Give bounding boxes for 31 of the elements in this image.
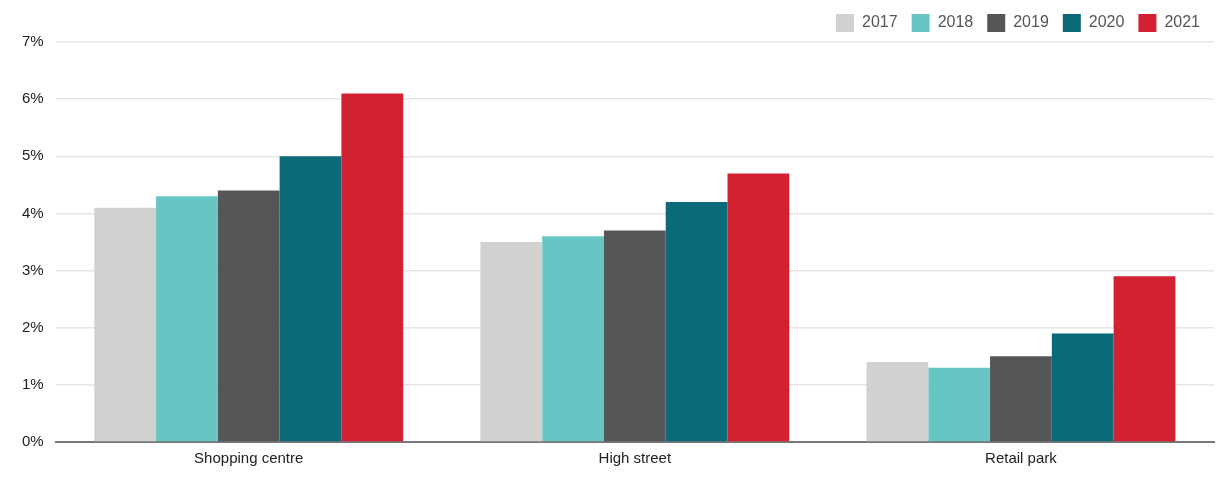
- bar: [665, 202, 728, 442]
- legend-label: 2017: [862, 13, 898, 31]
- y-tick-label: 3%: [21, 260, 44, 278]
- x-tick-label: High street: [598, 449, 672, 467]
- y-tick-label: 1%: [21, 375, 44, 392]
- bar: [156, 196, 218, 442]
- bar: [1051, 333, 1114, 442]
- bar: [1113, 276, 1176, 442]
- bar: [990, 356, 1052, 442]
- bar: [341, 93, 404, 442]
- bar: [603, 230, 666, 442]
- y-tick-label: 6%: [21, 89, 44, 107]
- bar: [866, 362, 929, 442]
- y-tick-label: 4%: [21, 203, 44, 221]
- bar: [279, 156, 342, 442]
- y-tick-label: 5%: [21, 146, 44, 164]
- legend-label: 2021: [1164, 13, 1201, 31]
- y-tick-label: 2%: [21, 317, 44, 335]
- bar: [928, 367, 991, 442]
- x-tick-label: Shopping centre: [194, 449, 304, 467]
- legend-label: 2018: [937, 13, 974, 31]
- bar: [727, 173, 790, 442]
- legend-label: 2020: [1088, 13, 1125, 31]
- bar: [542, 236, 604, 442]
- legend-label: 2019: [1013, 13, 1049, 31]
- bar: [480, 242, 543, 442]
- bar: [94, 207, 157, 442]
- y-tick-label: 7%: [21, 32, 44, 50]
- x-tick-label: Retail park: [985, 449, 1058, 467]
- bar: [217, 190, 280, 442]
- y-tick-label: 0%: [21, 432, 44, 450]
